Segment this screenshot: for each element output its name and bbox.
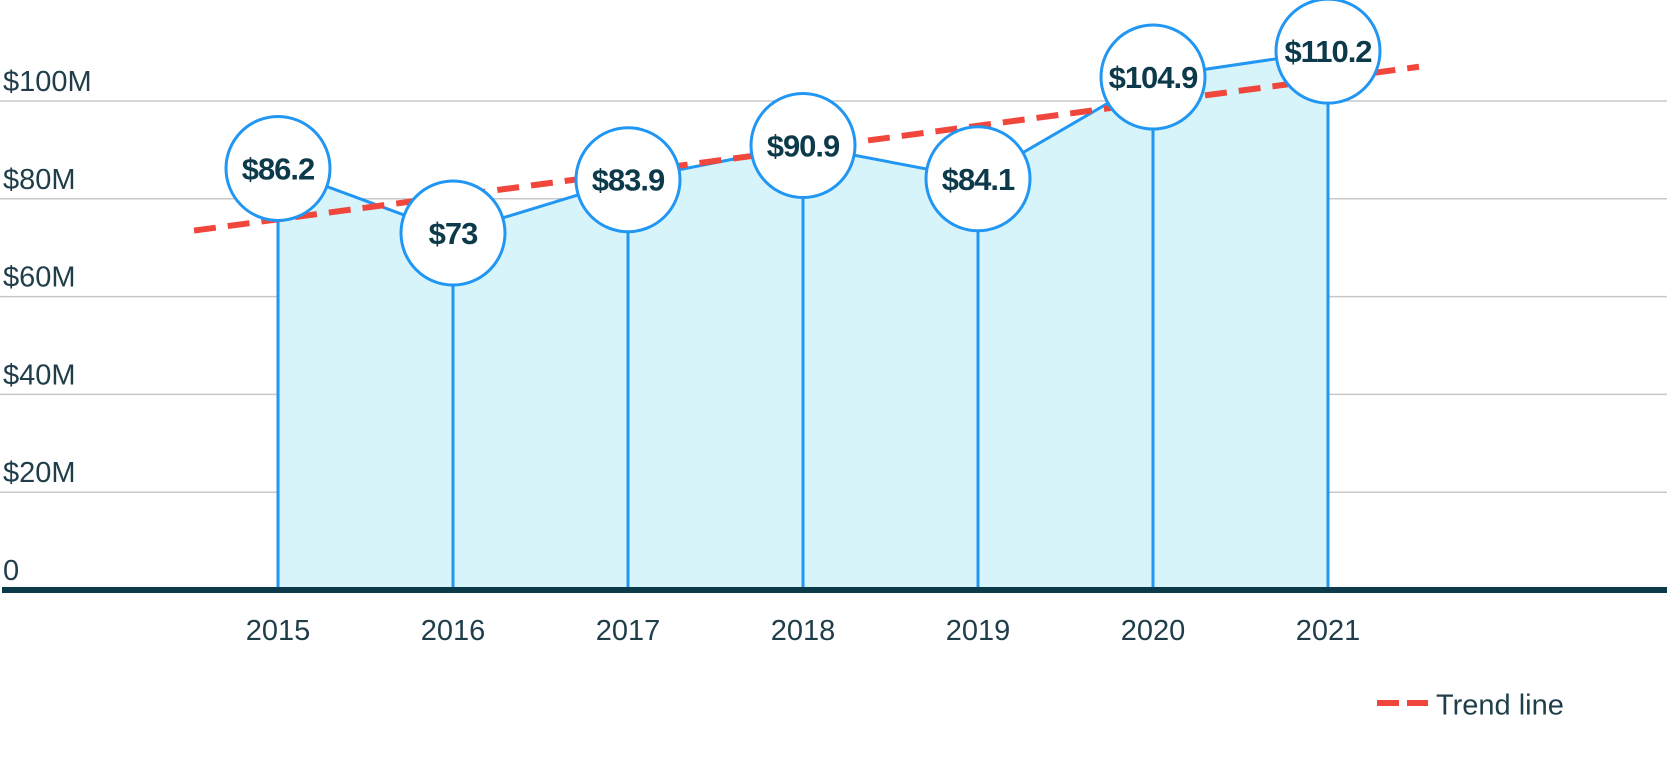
x-axis-tick-labels: 2015 2016 2017 2018 2019 2020 2021 (246, 615, 1361, 647)
data-marker (924, 125, 1032, 233)
y-tick-label: $100M (3, 66, 92, 98)
y-tick-label: $80M (3, 164, 76, 196)
x-tick-label: 2019 (946, 615, 1011, 647)
legend-trend-label: Trend line (1436, 690, 1564, 722)
data-label: $86.2 (242, 151, 315, 186)
y-tick-label: $20M (3, 457, 76, 489)
data-markers: $86.2 $73 $83.9 $90.9 $84.1 $104.9 $110.2 (224, 0, 1382, 287)
data-label: $90.9 (767, 128, 840, 163)
data-label: $104.9 (1109, 60, 1199, 95)
data-marker (1099, 23, 1207, 131)
x-tick-label: 2015 (246, 615, 311, 647)
data-label: $110.2 (1284, 34, 1371, 69)
x-tick-label: 2016 (421, 615, 486, 647)
x-tick-label: 2018 (771, 615, 836, 647)
y-tick-label: 0 (3, 555, 19, 587)
x-tick-label: 2021 (1296, 615, 1361, 647)
y-tick-label: $40M (3, 359, 76, 391)
data-label: $73 (429, 216, 478, 251)
data-marker (224, 114, 332, 222)
legend: Trend line (1377, 690, 1564, 722)
data-label: $83.9 (592, 163, 665, 198)
data-marker (749, 91, 857, 199)
data-marker (399, 179, 507, 287)
y-tick-label: $60M (3, 262, 76, 294)
data-marker (574, 126, 682, 234)
x-tick-label: 2020 (1121, 615, 1186, 647)
stems (276, 51, 1330, 590)
data-label: $84.1 (942, 162, 1015, 197)
y-axis-tick-labels: 0 $20M $40M $60M $80M $100M (3, 66, 92, 587)
data-marker (1274, 0, 1382, 105)
x-tick-label: 2017 (596, 615, 661, 647)
